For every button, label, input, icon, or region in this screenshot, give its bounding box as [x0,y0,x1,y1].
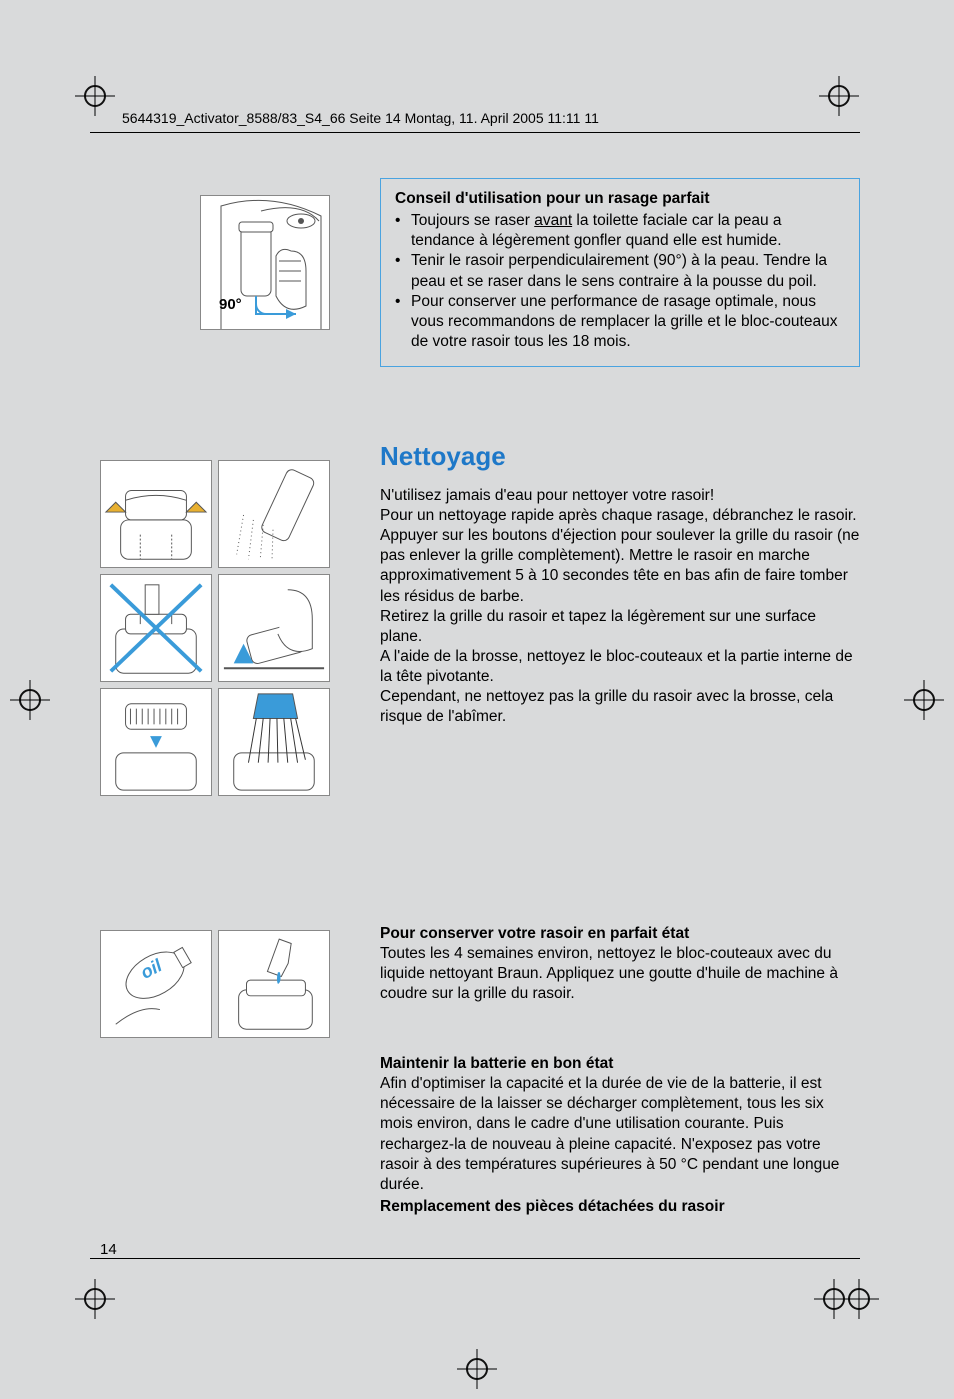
illustration-90deg: 90° [200,195,330,330]
registration-mark [814,1279,854,1319]
registration-mark [904,680,944,720]
illus-brush-inside [218,688,330,796]
illustration-oil-row: oil [100,930,330,1038]
maintain-body2: Afin d'optimiser la capacité et la durée… [380,1074,860,1195]
subtitle-replacement: Remplacement des pièces détachées du ras… [380,1197,860,1217]
tip-text-pre: Toujours se raser [411,212,534,229]
registration-mark [457,1349,497,1389]
tips-list: Toujours se raser avant la toilette faci… [395,211,845,352]
section-title-cleaning: Nettoyage [380,440,860,474]
cleaning-body: N'utilisez jamais d'eau pour nettoyer vo… [380,486,860,728]
tip-item: Toujours se raser avant la toilette faci… [395,211,845,251]
tip-item: Tenir le rasoir perpendiculairement (90°… [395,251,845,291]
tip-item: Pour conserver une performance de rasage… [395,292,845,352]
illus-oil-drop [218,930,330,1038]
tip-text-underline: avant [534,212,572,229]
subtitle-battery: Maintenir la batterie en bon état [380,1054,860,1074]
illus-shake-debris [218,460,330,568]
page-number: 14 [100,1241,117,1258]
illustration-cleaning-grid [100,460,330,796]
illus-tap-foil [218,574,330,682]
page-content: 90° [100,160,860,1270]
tips-box-wrap: Conseil d'utilisation pour un rasage par… [380,178,860,395]
slug-line: 5644319_Activator_8588/83_S4_66 Seite 14… [122,110,599,126]
subtitle-keep-perfect: Pour conserver votre rasoir en parfait é… [380,924,860,944]
illus-eject-foil [100,460,212,568]
maintain-body1: Toutes les 4 semaines environ, nettoyez … [380,944,860,1004]
illus-oil-bottle: oil [100,930,212,1038]
illus-remove-cutter [100,688,212,796]
registration-mark [75,1279,115,1319]
maintain-section-1: Pour conserver votre rasoir en parfait é… [380,920,860,1005]
crop-line [90,132,860,133]
registration-mark [819,76,859,116]
registration-mark [75,76,115,116]
registration-mark [10,680,50,720]
tips-title: Conseil d'utilisation pour un rasage par… [395,189,845,209]
maintain-section-2: Maintenir la batterie en bon état Afin d… [380,1050,860,1217]
angle-label: 90° [219,296,242,313]
illus-no-brush-foil [100,574,212,682]
tips-box: Conseil d'utilisation pour un rasage par… [380,178,860,367]
cleaning-section: Nettoyage N'utilisez jamais d'eau pour n… [380,432,860,727]
